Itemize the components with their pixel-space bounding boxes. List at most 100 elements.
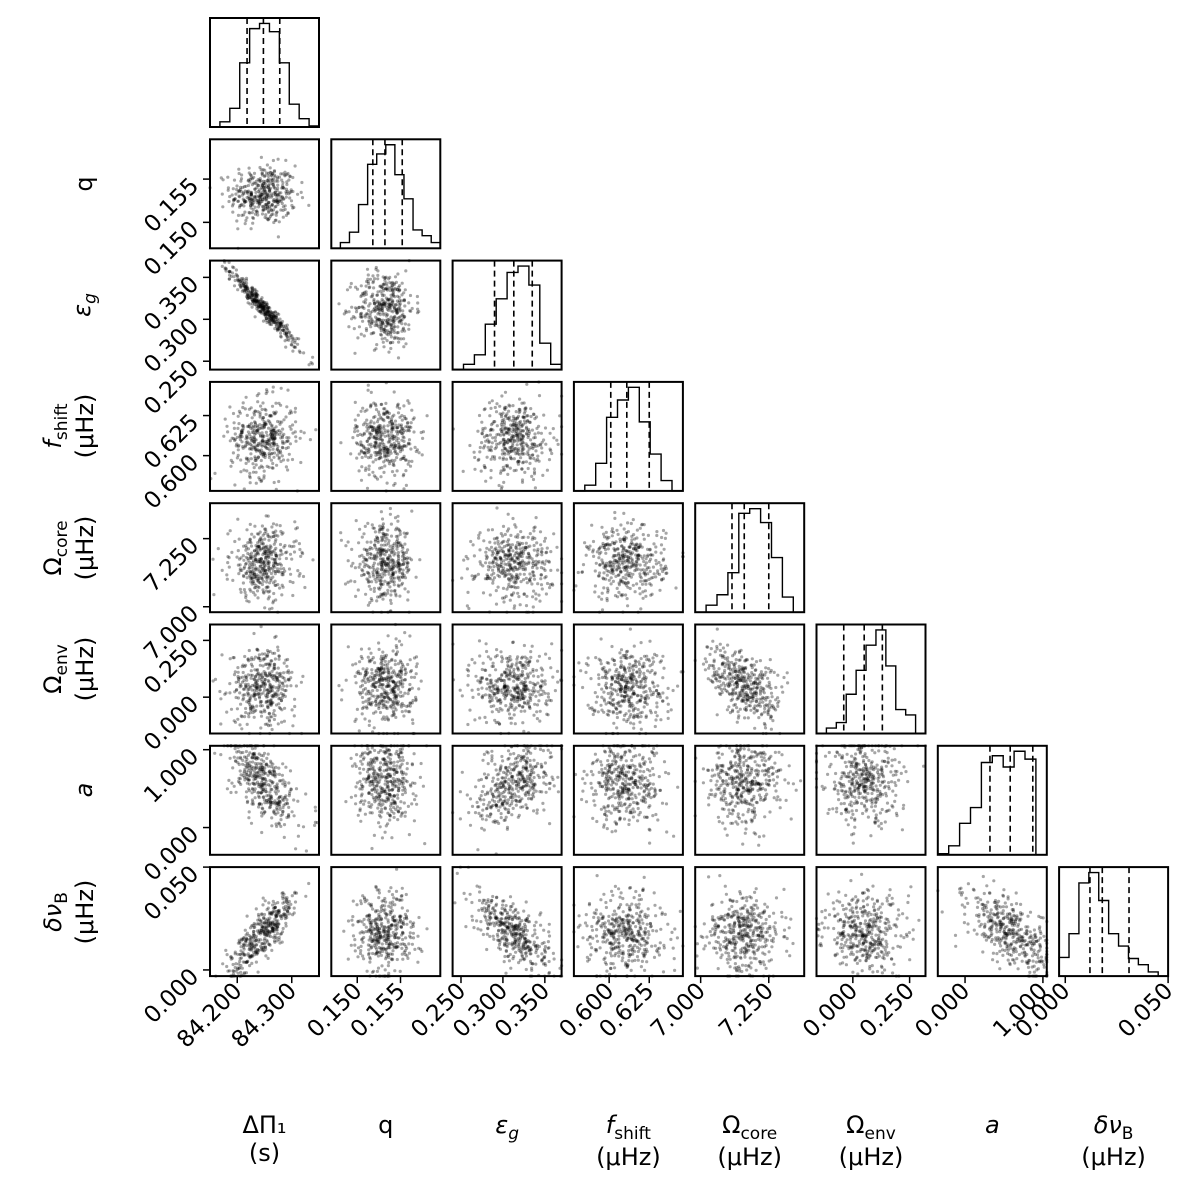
- scatter-point: [287, 178, 291, 182]
- scatter-point: [251, 462, 255, 466]
- scatter-point: [602, 532, 606, 536]
- scatter-point: [610, 527, 615, 531]
- scatter-point: [654, 562, 659, 566]
- scatter-point: [239, 177, 244, 181]
- scatter-point: [254, 444, 258, 448]
- scatter-point: [367, 308, 371, 313]
- scatter-point: [280, 195, 284, 199]
- scatter-point: [249, 193, 253, 197]
- scatter-point: [399, 690, 403, 694]
- scatter-point: [381, 731, 386, 736]
- scatter-point: [260, 183, 265, 188]
- scatter-point: [593, 569, 597, 573]
- scatter-point: [408, 701, 412, 705]
- scatter-point: [271, 651, 275, 655]
- scatter-point: [232, 197, 236, 202]
- scatter-point: [289, 199, 294, 203]
- scatter-point: [600, 608, 605, 612]
- scatter-point: [254, 194, 258, 198]
- scatter-point: [493, 435, 497, 440]
- scatter-point: [279, 563, 283, 567]
- scatter-point: [375, 688, 379, 693]
- scatter-point: [239, 282, 243, 286]
- scatter-point: [291, 580, 295, 585]
- scatter-point: [389, 346, 393, 351]
- scatter-point: [659, 563, 663, 567]
- scatter-point: [597, 556, 601, 560]
- scatter-point: [396, 430, 400, 434]
- scatter-point: [274, 583, 278, 588]
- scatter-point: [273, 200, 277, 204]
- scatter-point: [540, 451, 544, 455]
- scatter-point: [228, 195, 232, 199]
- scatter-point: [238, 187, 243, 192]
- histogram-q: [331, 144, 441, 249]
- scatter-point: [250, 289, 254, 294]
- scatter-point: [259, 677, 263, 681]
- scatter-point: [227, 269, 231, 274]
- scatter-point: [261, 197, 265, 201]
- scatter-point: [545, 550, 549, 554]
- scatter-point: [468, 708, 472, 712]
- scatter-point: [290, 708, 294, 712]
- scatter-point: [387, 557, 391, 562]
- scatter-point: [265, 216, 269, 220]
- scatter-point: [387, 305, 391, 309]
- scatter-point: [250, 199, 254, 203]
- scatter-point: [512, 606, 516, 610]
- scatter-point: [376, 417, 380, 421]
- scatter-point: [259, 298, 263, 302]
- scatter-point: [389, 666, 393, 670]
- scatter-point: [267, 319, 271, 323]
- scatter-point: [243, 286, 247, 291]
- scatter-point: [371, 730, 375, 734]
- scatter-point: [249, 291, 253, 295]
- scatter-point: [261, 401, 265, 405]
- scatter-point: [503, 552, 507, 557]
- scatter-point: [451, 678, 456, 682]
- scatter-point: [279, 459, 283, 464]
- scatter-point: [495, 402, 499, 406]
- scatter-point: [407, 327, 411, 331]
- scatter-point: [601, 541, 605, 546]
- scatter-point: [272, 313, 276, 317]
- scatter-point: [399, 676, 403, 680]
- scatter-point: [471, 543, 475, 547]
- scatter-point: [485, 455, 489, 459]
- scatter-point: [252, 298, 257, 302]
- scatter-point: [260, 311, 264, 315]
- scatter-point: [531, 477, 536, 482]
- scatter-point: [221, 205, 225, 209]
- scatter-point: [415, 448, 419, 452]
- scatter-point: [235, 707, 239, 711]
- scatter-point: [264, 311, 268, 315]
- scatter-point: [284, 345, 288, 349]
- scatter-point: [249, 200, 253, 204]
- scatter-point: [660, 535, 664, 540]
- scatter-point: [234, 272, 238, 276]
- scatter-point: [624, 564, 628, 568]
- scatter-point: [532, 548, 536, 552]
- scatter-point: [525, 443, 529, 447]
- scatter-point: [243, 590, 247, 595]
- scatter-point: [260, 193, 264, 197]
- scatter-point: [251, 216, 256, 220]
- scatter-point: [368, 313, 372, 317]
- scatter-point: [371, 610, 375, 614]
- scatter-point: [269, 458, 273, 462]
- scatter-point: [390, 426, 395, 430]
- scatter-point: [393, 419, 398, 423]
- scatter-point: [364, 454, 368, 458]
- scatter-point: [270, 315, 274, 319]
- scatter-point: [252, 171, 257, 175]
- scatter-point: [255, 182, 259, 186]
- scatter-point: [517, 595, 521, 599]
- scatter-point: [387, 569, 391, 573]
- scatter-point: [545, 546, 549, 550]
- scatter-point: [395, 646, 399, 650]
- scatter-point: [255, 210, 259, 214]
- scatter-point: [369, 419, 373, 423]
- scatter-point: [279, 436, 283, 440]
- scatter-point: [540, 547, 544, 551]
- scatter-point: [390, 550, 394, 554]
